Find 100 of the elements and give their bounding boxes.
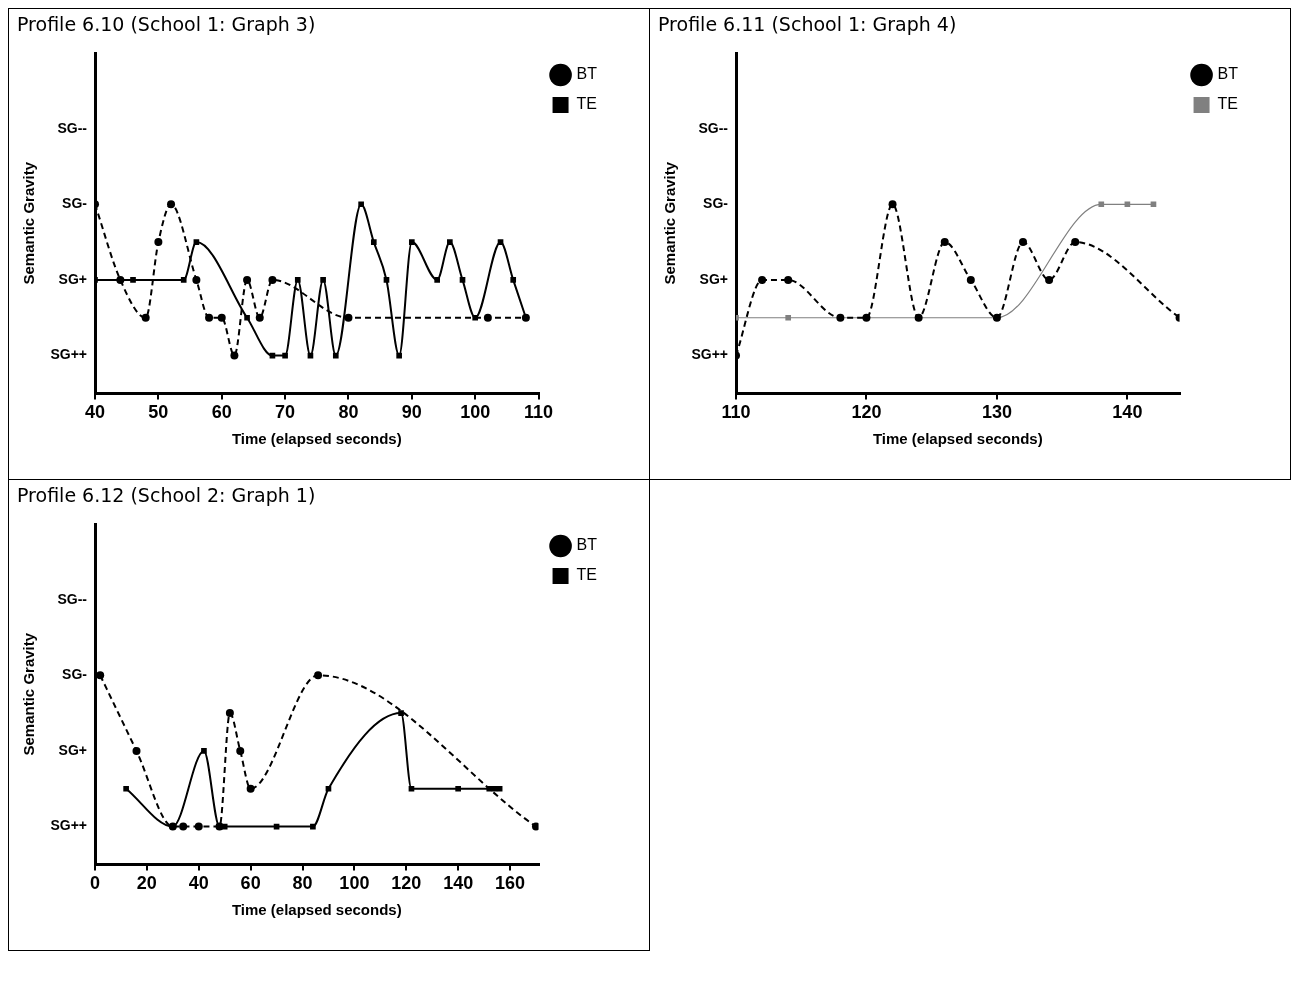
x-tick-label: 40 (188, 873, 209, 894)
text: SG+ (699, 270, 728, 287)
point (282, 352, 288, 359)
point (310, 823, 316, 830)
point (217, 313, 226, 322)
point (243, 275, 252, 284)
x-tick-label: 0 (89, 873, 101, 894)
point (130, 277, 136, 283)
point (358, 201, 364, 208)
point (154, 238, 163, 247)
point (141, 313, 150, 322)
legend-label: BT (576, 65, 598, 83)
x-tick-label: 60 (240, 873, 261, 894)
x-tick-label: 20 (136, 873, 157, 894)
point (201, 748, 207, 754)
point (459, 277, 466, 283)
x-axis-title: Time (elapsed seconds) (231, 430, 402, 448)
x-tick-label: 60 (211, 402, 232, 423)
point (497, 239, 504, 245)
point (398, 710, 404, 716)
x-tick-label: 80 (292, 873, 313, 894)
point (180, 277, 187, 283)
point (408, 785, 415, 792)
point (914, 313, 923, 322)
x-tick-label: 100 (339, 873, 370, 894)
point (255, 313, 264, 322)
point (167, 200, 176, 209)
text: SG- (62, 666, 88, 683)
x-axis-title: Time (elapsed seconds) (231, 901, 402, 919)
point (888, 200, 897, 209)
point (966, 275, 975, 284)
text: SG++ (50, 346, 87, 363)
point (784, 275, 793, 284)
chart-title: Profile 6.12 (School 2: Graph 1) (17, 484, 317, 506)
point (193, 239, 200, 245)
point (192, 275, 201, 284)
text: SG+ (58, 741, 87, 758)
point (510, 277, 517, 283)
point (314, 671, 323, 680)
point (862, 313, 871, 322)
x-tick-label: 140 (443, 873, 474, 894)
point (268, 275, 277, 284)
point (1019, 238, 1028, 247)
point (1045, 275, 1054, 284)
y-axis-title: Semantic Gravity (20, 632, 38, 756)
chart-title: Profile 6.11 (School 1: Graph 4) (658, 13, 958, 35)
point (320, 277, 326, 283)
point (236, 746, 245, 755)
x-tick-label: 140 (1112, 402, 1143, 423)
text: SG++ (691, 346, 728, 363)
text: SG++ (50, 817, 87, 834)
legend-label: TE (1217, 95, 1239, 113)
point (836, 313, 845, 322)
text: SG-- (57, 590, 88, 607)
point (205, 313, 214, 322)
point (396, 352, 402, 359)
legend-label: TE (576, 95, 598, 113)
point (325, 785, 332, 792)
point (225, 709, 234, 718)
point (244, 314, 250, 321)
y-axis-title: Semantic Gravity (20, 161, 38, 285)
x-axis-title: Time (elapsed seconds) (872, 430, 1043, 448)
point (1124, 201, 1131, 208)
point (472, 314, 479, 321)
y-axis-title: Semantic Gravity (661, 161, 679, 285)
point (332, 352, 339, 359)
x-tick-label: 70 (275, 402, 296, 423)
point (1150, 201, 1157, 208)
x-tick-label: 50 (148, 402, 169, 423)
legend-label: TE (576, 566, 598, 584)
point (1071, 238, 1080, 247)
x-tick-label: 110 (721, 402, 751, 423)
point (940, 238, 949, 247)
x-tick-label: 130 (981, 402, 1012, 423)
point (370, 239, 377, 245)
point (447, 239, 453, 245)
point (179, 822, 188, 831)
point (294, 277, 301, 283)
point (194, 822, 203, 831)
point (96, 671, 105, 680)
point (116, 275, 125, 284)
x-tick-label: 40 (84, 402, 106, 423)
point (491, 785, 498, 792)
text: SG- (62, 195, 88, 212)
legend-label: BT (1217, 65, 1239, 83)
point (496, 785, 503, 792)
point (132, 746, 141, 755)
x-tick-label: 160 (495, 873, 526, 894)
point (785, 314, 792, 321)
text: SG-- (57, 119, 88, 136)
x-tick-label: 90 (401, 402, 422, 423)
point (344, 313, 353, 322)
x-tick-label: 100 (460, 402, 491, 423)
x-tick-label: 120 (851, 402, 882, 423)
point (434, 277, 440, 283)
point (383, 277, 390, 283)
point (455, 785, 461, 792)
point (123, 785, 129, 792)
x-tick-label: 110 (524, 402, 554, 423)
point (483, 313, 492, 322)
